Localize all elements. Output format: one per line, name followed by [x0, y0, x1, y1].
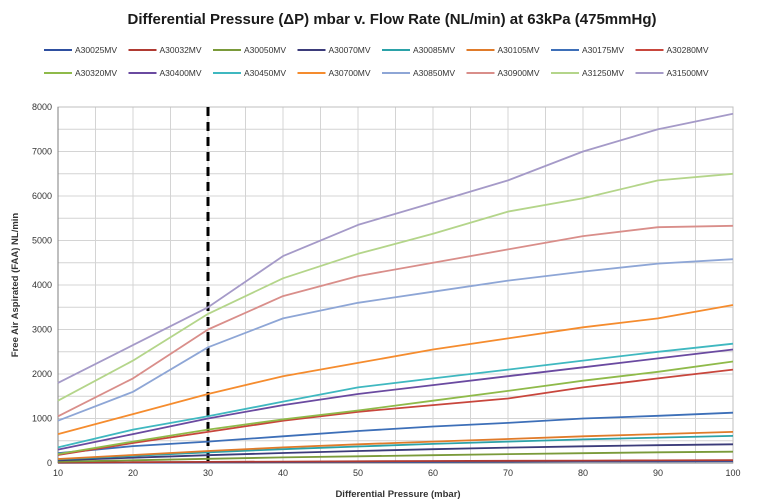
x-axis-label: Differential Pressure (mbar) [335, 489, 460, 500]
series-line-a31250mv [57, 172, 734, 402]
legend-label: A30700MV [329, 68, 371, 78]
grid [57, 106, 734, 464]
x-tick-label: 50 [353, 468, 363, 478]
legend-label: A30850MV [413, 68, 455, 78]
legend-label: A30400MV [160, 68, 202, 78]
x-tick-label: 10 [53, 468, 63, 478]
series-line-a30175mv [57, 411, 734, 455]
series-line-a30085mv [57, 435, 734, 461]
legend-label: A31250MV [582, 68, 624, 78]
y-tick-label: 0 [47, 458, 52, 468]
legend-label: A30450MV [244, 68, 286, 78]
series-line-a30320mv [57, 360, 734, 455]
y-tick-label: 8000 [32, 102, 52, 112]
y-axis-ticks: 0 1000 2000 3000 4000 5000 6000 7000 8000 [32, 102, 52, 468]
x-tick-label: 20 [128, 468, 138, 478]
y-tick-label: 6000 [32, 191, 52, 201]
y-tick-label: 1000 [32, 414, 52, 424]
series-line-a30280mv [57, 368, 734, 456]
x-tick-label: 40 [278, 468, 288, 478]
y-tick-label: 3000 [32, 325, 52, 335]
y-tick-label: 5000 [32, 236, 52, 246]
legend-label: A30070MV [329, 45, 371, 55]
legend-label: A30280MV [667, 45, 709, 55]
y-axis-label: Free Air Aspirated (FAA) NL/min [10, 213, 21, 358]
x-axis-ticks: 10 20 30 40 50 60 70 80 90 100 [53, 468, 741, 478]
series-line-a30700mv [57, 304, 734, 435]
series-line-a31500mv [57, 112, 734, 384]
x-tick-label: 100 [725, 468, 740, 478]
legend-label: A30900MV [498, 68, 540, 78]
series-line-a30850mv [57, 258, 734, 422]
y-tick-label: 2000 [32, 369, 52, 379]
series-line-a30900mv [57, 224, 734, 418]
series-line-a30400mv [57, 348, 734, 451]
y-tick-label: 7000 [32, 147, 52, 157]
chart-title: Differential Pressure (ΔP) mbar v. Flow … [128, 11, 657, 28]
series-line-a30105mv [57, 431, 734, 460]
legend-label: A31500MV [667, 68, 709, 78]
series-line-a30070mv [57, 443, 734, 462]
legend-label: A30105MV [498, 45, 540, 55]
series-line-a30450mv [57, 342, 734, 449]
series-line-a30050mv [57, 450, 734, 463]
legend-label: A30175MV [582, 45, 624, 55]
legend-label: A30050MV [244, 45, 286, 55]
legend-label: A30085MV [413, 45, 455, 55]
x-tick-label: 90 [653, 468, 663, 478]
series-line-a30032mv [57, 459, 734, 464]
legend-label: A30032MV [160, 45, 202, 55]
legend-label: A30320MV [75, 68, 117, 78]
x-tick-label: 80 [578, 468, 588, 478]
y-tick-label: 4000 [32, 280, 52, 290]
legend: A30025MV A30032MV A30050MV A30070MV A30085MV… [44, 45, 709, 78]
legend-label: A30025MV [75, 45, 117, 55]
x-tick-label: 70 [503, 468, 513, 478]
series-group [57, 112, 734, 464]
x-tick-label: 30 [203, 468, 213, 478]
x-tick-label: 60 [428, 468, 438, 478]
